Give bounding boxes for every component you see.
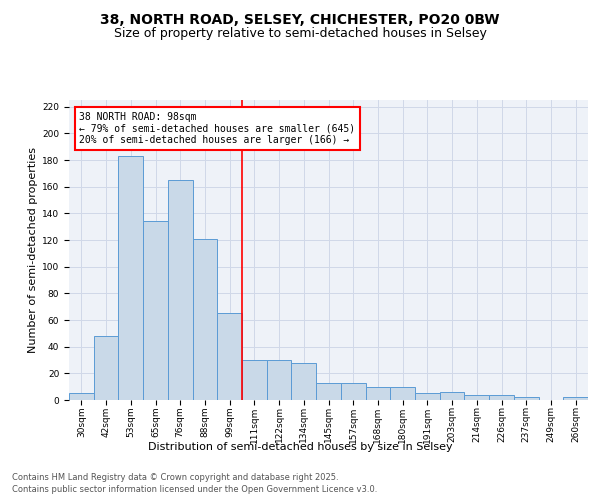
Text: 38 NORTH ROAD: 98sqm
← 79% of semi-detached houses are smaller (645)
20% of semi: 38 NORTH ROAD: 98sqm ← 79% of semi-detac… <box>79 112 356 145</box>
Bar <box>390 386 415 400</box>
Bar <box>489 394 514 400</box>
Bar <box>514 398 539 400</box>
Bar <box>415 394 440 400</box>
Text: Contains public sector information licensed under the Open Government Licence v3: Contains public sector information licen… <box>12 485 377 494</box>
Text: Distribution of semi-detached houses by size in Selsey: Distribution of semi-detached houses by … <box>148 442 452 452</box>
Bar <box>365 386 390 400</box>
Bar <box>143 222 168 400</box>
Bar <box>563 398 588 400</box>
Bar <box>440 392 464 400</box>
Bar <box>464 394 489 400</box>
Bar <box>292 362 316 400</box>
Bar <box>316 382 341 400</box>
Text: Size of property relative to semi-detached houses in Selsey: Size of property relative to semi-detach… <box>113 28 487 40</box>
Bar <box>242 360 267 400</box>
Bar <box>267 360 292 400</box>
Bar <box>94 336 118 400</box>
Text: 38, NORTH ROAD, SELSEY, CHICHESTER, PO20 0BW: 38, NORTH ROAD, SELSEY, CHICHESTER, PO20… <box>100 12 500 26</box>
Bar <box>193 238 217 400</box>
Bar <box>217 314 242 400</box>
Y-axis label: Number of semi-detached properties: Number of semi-detached properties <box>28 147 38 353</box>
Bar <box>69 394 94 400</box>
Bar <box>168 180 193 400</box>
Text: Contains HM Land Registry data © Crown copyright and database right 2025.: Contains HM Land Registry data © Crown c… <box>12 472 338 482</box>
Bar <box>341 382 365 400</box>
Bar <box>118 156 143 400</box>
